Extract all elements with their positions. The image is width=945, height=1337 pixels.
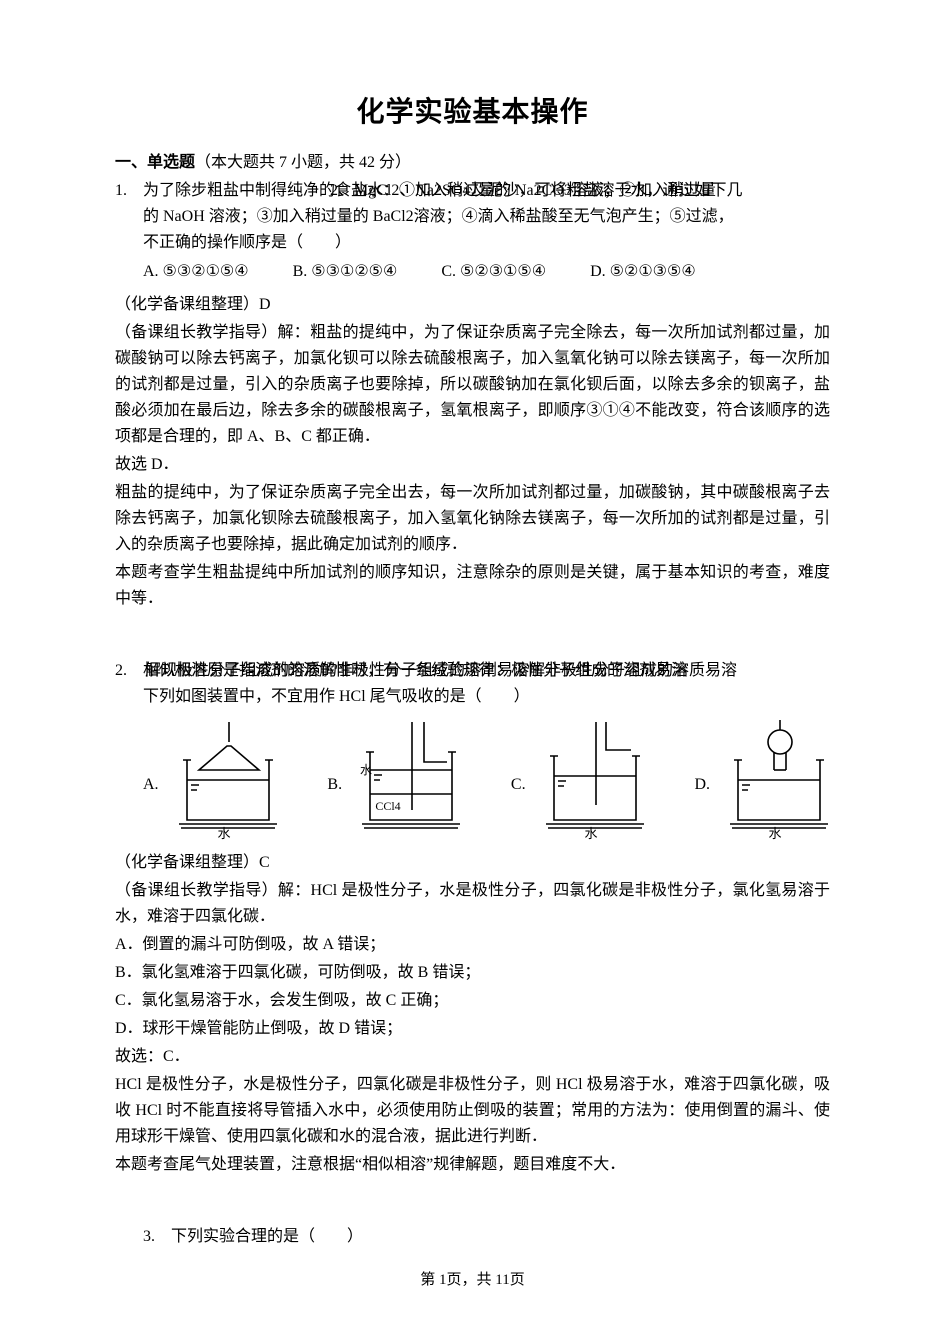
caption-water-b: 水 xyxy=(360,763,372,777)
q1-opt-b: B. ⑤③①②⑤④ xyxy=(293,258,398,286)
q2-exp-6: HCl 是极性分子，水是极性分子，四氯化碳是非极性分子，则 HCl 极易溶于水，… xyxy=(115,1072,830,1150)
q2-fig-d: D. 水 xyxy=(694,720,830,840)
caption-water-d: 水 xyxy=(768,826,781,840)
q2-opt-a: A. xyxy=(143,730,159,840)
q1-number: 1. xyxy=(115,178,143,204)
section-label: 一、单选题 xyxy=(115,154,195,171)
beaker-d-icon: 水 xyxy=(720,720,830,840)
q1-exp-0: （备课组长教学指导）解：粗盐的提纯中，为了保证杂质离子完全除去，每一次所加试剂都… xyxy=(115,320,830,450)
caption-water: 水 xyxy=(217,826,230,840)
q2-fig-c: C. 水 xyxy=(511,720,646,840)
page: 化学实验基本操作 一、单选题（本大题共 7 小题，共 42 分） 2、MgCl2… xyxy=(0,0,945,1337)
caption-water-c: 水 xyxy=(584,826,597,840)
q2-number: 2. xyxy=(115,658,143,684)
q1-overlay-text: 2、MgCl2、Na2SO4及泥沙，可将粗盐溶于水，通过如下几 xyxy=(330,178,830,204)
beaker-c-icon: 水 xyxy=(536,720,646,840)
q2-answer: （化学备课组整理）C xyxy=(115,850,830,876)
q2-fig-b: B. 水 CCl4 xyxy=(327,720,462,840)
q2-exp-5: 故选：C． xyxy=(115,1044,830,1070)
q2-opt-b: B. xyxy=(327,730,342,840)
q2-line2: 下列如图装置中，不宜用作 HCl 尾气吸收的是（ ） xyxy=(143,684,830,710)
beaker-a-icon: 水 xyxy=(169,720,279,840)
q2-exp-1: A．倒置的漏斗可防倒吸，故 A 错误； xyxy=(115,932,830,958)
q2-opt-c: C. xyxy=(511,730,526,840)
q1-exp-1: 故选 D． xyxy=(115,452,830,478)
q2-exp-3: C．氯化氢易溶于水，会发生倒吸，故 C 正确； xyxy=(115,988,830,1014)
q2-exp-4: D．球形干燥管能防止倒吸，故 D 错误； xyxy=(115,1016,830,1042)
q1-opt-a: A. ⑤③②①⑤④ xyxy=(143,258,249,286)
q1-line3: 不正确的操作顺序是（ ） xyxy=(143,230,830,256)
q1-answer: （化学备课组整理）D xyxy=(115,292,830,318)
q1-exp-2: 粗盐的提纯中，为了保证杂质离子完全出去，每一次所加试剂都过量，加碳酸钠，其中碳酸… xyxy=(115,480,830,558)
question-3: 3. 下列实验合理的是（ ） xyxy=(143,1224,830,1250)
caption-ccl4: CCl4 xyxy=(375,799,400,813)
q2-exp-2: B．氯化氢难溶于四氯化碳，可防倒吸，故 B 错误； xyxy=(115,960,830,986)
q2-opt-d: D. xyxy=(694,730,710,840)
section-detail: （本大题共 7 小题，共 42 分） xyxy=(195,154,411,171)
q2-fig-a: A. 水 xyxy=(143,720,279,840)
q1-opt-d: D. ⑤②①③⑤④ xyxy=(590,258,696,286)
page-title: 化学实验基本操作 xyxy=(115,90,830,130)
q1-options: A. ⑤③②①⑤④ B. ⑤③①②⑤④ C. ⑤②③①⑤④ D. ⑤②①③⑤④ xyxy=(143,258,830,286)
q1-line2: 的 NaOH 溶液；③加入稍过量的 BaCl2溶液；④滴入稀盐酸至无气泡产生；⑤… xyxy=(143,204,830,230)
q2-exp-0: （备课组长教学指导）解：HCl 是极性分子，水是极性分子，四氯化碳是非极性分子，… xyxy=(115,878,830,930)
q2-exp-7: 本题考查尾气处理装置，注意根据“相似相溶”规律解题，题目难度不大． xyxy=(115,1152,830,1178)
q1-opt-c: C. ⑤②③①⑤④ xyxy=(441,258,546,286)
section-heading: 一、单选题（本大题共 7 小题，共 42 分） xyxy=(115,148,830,172)
q2-figures: A. 水 xyxy=(143,720,830,840)
q3-number: 3. xyxy=(143,1224,171,1250)
page-footer: 第 1页，共 11页 xyxy=(0,1268,945,1289)
q2-overlay-text: 解规极性分子组成的溶质的非极性分子组成的溶剂易溶解非极性分子组成的溶质易溶 xyxy=(145,658,830,684)
q3-text: 下列实验合理的是（ ） xyxy=(171,1224,830,1250)
beaker-b-icon: 水 CCl4 xyxy=(352,720,462,840)
q1-exp-3: 本题考查学生粗盐提纯中所加试剂的顺序知识，注意除杂的原则是关键，属于基本知识的考… xyxy=(115,560,830,612)
